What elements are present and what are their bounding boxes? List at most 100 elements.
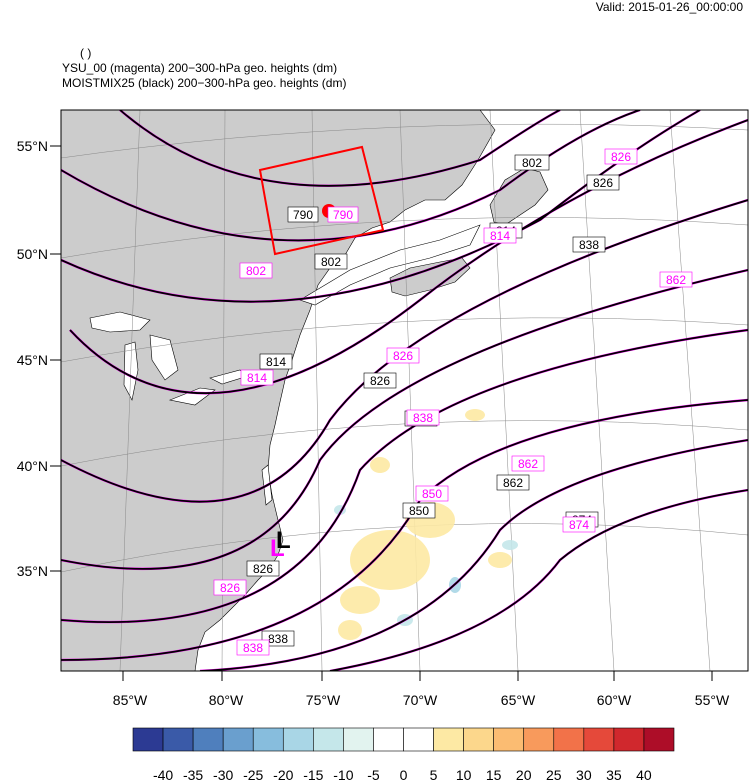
lon-label: 75°W — [306, 692, 341, 708]
difference-shading — [334, 409, 518, 640]
clabel-black: 826 — [246, 560, 280, 577]
colorbar-swatch — [433, 727, 464, 752]
colorbar-tick-label: 10 — [456, 767, 472, 783]
lat-label: 40°N — [17, 458, 48, 474]
lat-label: 50°N — [17, 246, 48, 262]
clabel-magenta-text: 826 — [611, 150, 631, 164]
clabel-magenta-text: 862 — [666, 273, 686, 287]
latitude-labels: 55°N 50°N 45°N 40°N 35°N — [17, 138, 48, 579]
clabel-magenta-text: 790 — [333, 208, 353, 222]
lat-label: 35°N — [17, 563, 48, 579]
clabel-magenta: 814 — [240, 369, 274, 386]
colorbar-tick-label: 30 — [576, 767, 592, 783]
colorbar-tick-label: 15 — [486, 767, 502, 783]
clabel-black-text: 826 — [253, 562, 273, 576]
longitude-labels: 85°W 80°W 75°W 70°W 65°W 60°W 55°W — [113, 692, 730, 708]
colorbar-tick-label: 35 — [606, 767, 622, 783]
clabel-black-text: 790 — [293, 208, 313, 222]
colorbar-swatch — [313, 727, 344, 752]
colorbar-tick-label: -15 — [303, 767, 323, 783]
clabel-black-text: 862 — [503, 476, 523, 490]
colorbar-swatch — [132, 727, 164, 752]
colorbar-tick-label: 25 — [546, 767, 562, 783]
colorbar — [132, 727, 675, 752]
colorbar-tick-label: -20 — [273, 767, 293, 783]
colorbar-tick-label: -25 — [243, 767, 263, 783]
clabel-black-text: 802 — [321, 255, 341, 269]
clabel-magenta: 790 — [327, 206, 359, 223]
clabel-magenta-text: 862 — [518, 457, 538, 471]
moistmix-contours — [61, 110, 748, 671]
clabel-magenta-text: 838 — [243, 641, 263, 655]
clabel-black: 862 — [496, 474, 530, 491]
clabel-black-text: 838 — [579, 238, 599, 252]
clabel-magenta-text: 838 — [413, 411, 433, 425]
colorbar-tick-label: -35 — [183, 767, 203, 783]
lon-label: 70°W — [403, 692, 438, 708]
lake-superior — [89, 311, 151, 333]
ysu-legend-text: YSU_00 (magenta) 200−300-hPa geo. height… — [62, 61, 338, 75]
colorbar-tick-label: -40 — [153, 767, 173, 783]
clabel-black-text: 838 — [268, 632, 288, 646]
map-frame — [60, 109, 749, 672]
moistmix-legend-text: MOISTMIX25 (black) 200−300-hPa geo. heig… — [62, 76, 347, 90]
contour-labels-magenta: 790 802 814 814 826 826 826 838 838 850 … — [213, 148, 693, 656]
clabel-black: 838 — [572, 236, 606, 253]
colorbar-swatch — [553, 727, 585, 752]
colorbar-tick-label: 40 — [636, 767, 652, 783]
lon-label: 65°W — [501, 692, 536, 708]
region-box — [258, 145, 385, 256]
colorbar-swatch — [343, 727, 374, 752]
colorbar-swatch — [613, 727, 645, 752]
colorbar-swatch — [162, 727, 194, 752]
colorbar-swatch — [493, 727, 525, 752]
clabel-black: 826 — [586, 174, 620, 191]
colorbar-swatch — [282, 727, 314, 752]
colorbar-swatch — [373, 727, 404, 752]
lat-label: 45°N — [17, 352, 48, 368]
clabel-magenta-text: 802 — [246, 264, 266, 278]
colorbar-tick-label: 5 — [430, 767, 438, 783]
clabel-magenta: 826 — [386, 347, 420, 364]
lon-label: 55°W — [695, 692, 730, 708]
valid-time: Valid: 2015-01-26_00:00:00 — [595, 0, 743, 14]
clabel-black-text: 826 — [593, 176, 613, 190]
colorbar-tick-label: -5 — [367, 767, 380, 783]
clabel-black: 850 — [402, 502, 436, 519]
clabel-black-text: 814 — [266, 355, 286, 369]
clabel-black: 826 — [363, 372, 397, 389]
clabel-black-text: 826 — [370, 374, 390, 388]
clabel-magenta: 850 — [415, 485, 449, 502]
clabel-magenta-text: 874 — [569, 518, 589, 532]
gulf-st-lawrence — [299, 224, 481, 306]
colorbar-swatch — [222, 727, 254, 752]
clabel-magenta: 826 — [213, 579, 247, 596]
colorbar-swatch — [583, 727, 615, 752]
clabel-magenta-text: 814 — [490, 229, 510, 243]
header-paren: ( ) — [80, 46, 92, 60]
clabel-black-text: 802 — [522, 156, 542, 170]
colorbar-swatch — [523, 727, 555, 752]
clabel-magenta: 802 — [239, 262, 273, 279]
colorbar-swatch — [463, 727, 494, 752]
colorbar-swatch — [252, 727, 284, 752]
lat-label: 55°N — [17, 138, 48, 154]
clabel-magenta: 826 — [604, 148, 638, 165]
clabel-black-text: 850 — [409, 504, 429, 518]
clabel-magenta: 838 — [406, 409, 440, 426]
clabel-magenta-text: 850 — [422, 487, 442, 501]
clabel-magenta-text: 826 — [393, 349, 413, 363]
clabel-magenta: 814 — [483, 227, 517, 244]
clabel-magenta: 838 — [236, 639, 270, 656]
clabel-magenta: 874 — [562, 516, 596, 533]
colorbar-tick-label: -30 — [213, 767, 233, 783]
colorbar-swatch — [403, 727, 434, 752]
colorbar-swatch — [192, 727, 224, 752]
colorbar-tick-label: 20 — [516, 767, 532, 783]
clabel-magenta: 862 — [511, 455, 545, 472]
lon-label: 80°W — [209, 692, 244, 708]
colorbar-swatch — [643, 727, 675, 752]
colorbar-tick-label: -10 — [333, 767, 353, 783]
colorbar-labels: -40 -35 -30 -25 -20 -15 -10 -5 0 5 10 15 20 25 30 35 40 — [153, 767, 652, 783]
